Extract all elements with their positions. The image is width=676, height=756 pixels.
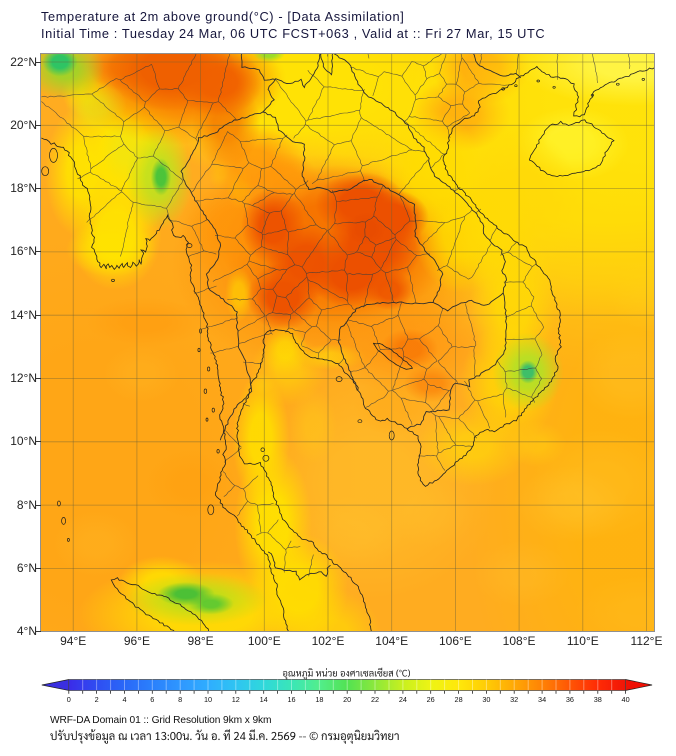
svg-text:20: 20 — [343, 695, 351, 704]
svg-text:6: 6 — [150, 695, 154, 704]
svg-text:18: 18 — [315, 695, 323, 704]
svg-text:2: 2 — [95, 695, 99, 704]
svg-text:14: 14 — [260, 695, 268, 704]
svg-text:34: 34 — [538, 695, 546, 704]
svg-text:32: 32 — [510, 695, 518, 704]
svg-text:40: 40 — [622, 695, 630, 704]
svg-text:10: 10 — [204, 695, 212, 704]
svg-text:26: 26 — [427, 695, 435, 704]
svg-text:0: 0 — [67, 695, 71, 704]
svg-text:28: 28 — [455, 695, 463, 704]
svg-text:22: 22 — [371, 695, 379, 704]
svg-text:30: 30 — [482, 695, 490, 704]
svg-text:38: 38 — [594, 695, 602, 704]
svg-text:12: 12 — [232, 695, 240, 704]
svg-text:4: 4 — [122, 695, 126, 704]
svg-text:24: 24 — [399, 695, 407, 704]
svg-text:16: 16 — [287, 695, 295, 704]
svg-text:36: 36 — [566, 695, 574, 704]
svg-text:8: 8 — [178, 695, 182, 704]
